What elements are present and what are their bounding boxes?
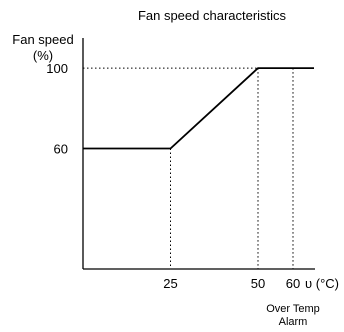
x-axis-label: υ (°C) — [305, 276, 339, 291]
y-tick-label: 60 — [54, 141, 68, 156]
chart-title: Fan speed characteristics — [138, 8, 287, 23]
x-tick-label: 50 — [251, 276, 265, 291]
y-axis-label: Fan speed — [12, 32, 73, 47]
y-tick-labels: 60 100 — [46, 61, 68, 156]
over-temp-annotation: Over Temp — [266, 303, 320, 315]
x-tick-labels: 25 50 60 — [163, 276, 300, 291]
x-tick-label: 60 — [286, 276, 300, 291]
guide-lines — [83, 67, 294, 269]
y-axis-unit: (%) — [33, 48, 53, 63]
alarm-annotation: Alarm — [279, 316, 308, 328]
x-tick-label: 25 — [163, 276, 177, 291]
fan-speed-series-line — [83, 67, 314, 150]
y-tick-label: 100 — [46, 61, 68, 76]
